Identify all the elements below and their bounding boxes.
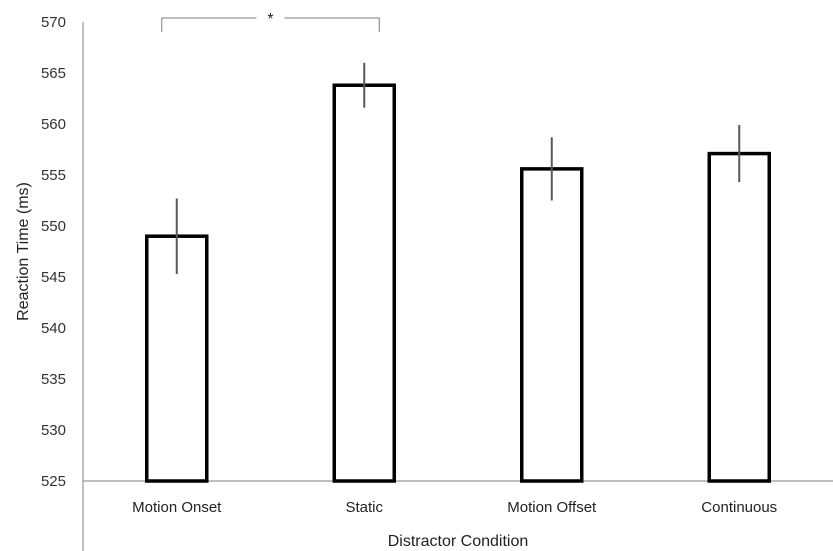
- x-axis-category-labels: Motion Onset Static Motion Offset Continuou…: [132, 499, 777, 516]
- bar: [520, 167, 584, 483]
- y-tick-label: 550: [41, 218, 66, 235]
- significance-bracket: [161, 17, 380, 32]
- significance-label: *: [267, 11, 273, 28]
- y-tick-label: 540: [41, 320, 66, 337]
- x-category-label: Motion Onset: [132, 499, 222, 516]
- significance-bracket-group: *: [161, 11, 380, 32]
- bar: [145, 234, 209, 483]
- bar: [332, 83, 396, 483]
- x-category-label: Continuous: [701, 499, 777, 516]
- y-tick-label: 570: [41, 14, 66, 31]
- x-category-label: Motion Offset: [507, 499, 597, 516]
- x-category-label: Static: [345, 499, 383, 516]
- y-tick-label: 560: [41, 116, 66, 133]
- y-tick-label: 555: [41, 167, 66, 184]
- y-tick-label: 545: [41, 269, 66, 286]
- y-axis-tick-labels: 525 530 535 540 545 550 555 560 565 570: [41, 14, 66, 490]
- y-tick-label: 535: [41, 371, 66, 388]
- bar: [707, 151, 771, 483]
- x-axis-title: Distractor Condition: [388, 533, 529, 550]
- y-tick-label: 525: [41, 473, 66, 490]
- y-tick-label: 565: [41, 65, 66, 82]
- bars-group: [145, 83, 771, 483]
- y-axis-title: Reaction Time (ms): [15, 182, 32, 321]
- y-tick-label: 530: [41, 422, 66, 439]
- error-bars-group: [175, 62, 741, 274]
